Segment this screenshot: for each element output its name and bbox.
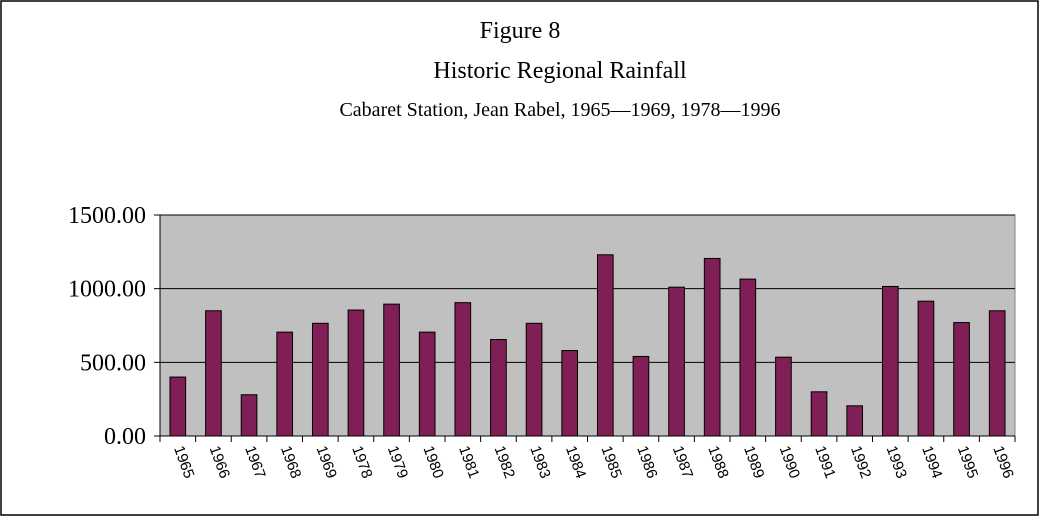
y-tick-label: 1000.00 — [68, 277, 146, 303]
chart-annotation: Cabaret Station, Jean Rabel, 1965—1969, … — [339, 99, 780, 121]
bar — [525, 322, 543, 437]
bar — [561, 350, 579, 437]
bar — [632, 355, 650, 437]
bar — [988, 310, 1006, 437]
y-tick-label: 500.00 — [80, 350, 146, 376]
chart-title: Figure 8 — [480, 18, 561, 44]
bar — [668, 286, 685, 437]
bar — [205, 310, 222, 437]
bar — [703, 257, 721, 437]
bar — [169, 376, 187, 437]
y-tick-label: 1500.00 — [68, 203, 146, 229]
bar — [276, 331, 294, 437]
plot-area — [159, 214, 1016, 437]
bar — [953, 322, 970, 437]
bar — [846, 405, 864, 437]
bar — [881, 285, 899, 437]
bar — [347, 309, 365, 437]
bar — [917, 300, 935, 437]
bar — [418, 331, 436, 437]
bar — [775, 356, 792, 437]
bar — [311, 322, 329, 437]
bar — [454, 302, 472, 437]
bar — [596, 254, 614, 437]
bar — [490, 338, 507, 437]
bar — [383, 303, 400, 437]
bar — [739, 278, 757, 437]
chart-subtitle: Historic Regional Rainfall — [433, 58, 687, 84]
bar — [240, 394, 258, 437]
y-tick-label: 0.00 — [104, 424, 146, 450]
bar — [810, 391, 828, 437]
